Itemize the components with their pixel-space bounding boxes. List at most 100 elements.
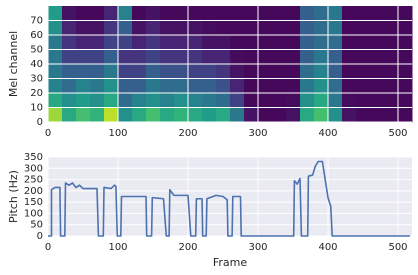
heatmap-cell <box>202 20 217 36</box>
heatmap-cell <box>104 49 119 65</box>
heatmap-cell <box>384 49 399 65</box>
heatmap-cell <box>230 78 245 94</box>
heatmap-cell <box>314 107 329 123</box>
heatmap-cell <box>300 6 315 21</box>
heatmap-cell <box>370 6 385 21</box>
x-tick-label: 200 <box>178 242 197 253</box>
heatmap-cell <box>398 64 413 79</box>
heatmap-cell <box>384 6 399 21</box>
heatmap-cell <box>104 20 119 36</box>
heatmap-cell <box>188 20 203 36</box>
heatmap-cell <box>48 93 63 108</box>
heatmap-cell <box>258 20 273 36</box>
heatmap-cell <box>300 49 315 65</box>
x-axis-label: Frame <box>213 256 248 269</box>
heatmap-cell <box>244 35 259 50</box>
heatmap-cell <box>272 6 287 21</box>
heatmap-cell <box>90 64 105 79</box>
heatmap-cell <box>328 35 343 50</box>
heatmap-cell <box>160 20 175 36</box>
heatmap-cell <box>90 35 105 50</box>
y-axis-label: Pitch (Hz) <box>7 170 20 223</box>
y-tick-label: 300 <box>24 163 43 174</box>
heatmap-cell <box>398 35 413 50</box>
x-tick-label: 300 <box>248 128 267 139</box>
heatmap-cell <box>244 93 259 108</box>
heatmap-cell <box>216 20 231 36</box>
heatmap-cell <box>76 35 91 50</box>
heatmap-cell <box>62 20 77 36</box>
heatmap-cell <box>272 35 287 50</box>
heatmap-cell <box>272 49 287 65</box>
y-tick-label: 60 <box>30 30 43 41</box>
heatmap-cell <box>258 49 273 65</box>
plot-area <box>48 157 412 236</box>
heatmap-cell <box>342 6 357 21</box>
y-tick-label: 50 <box>30 220 43 231</box>
heatmap-cell <box>314 64 329 79</box>
heatmap-cell <box>286 6 301 21</box>
y-tick-label: 100 <box>24 208 43 219</box>
heatmap-cell <box>258 6 273 21</box>
heatmap-cell <box>258 78 273 94</box>
heatmap-cell <box>90 78 105 94</box>
heatmap-cell <box>314 93 329 108</box>
heatmap-cell <box>48 35 63 50</box>
heatmap-cell <box>160 35 175 50</box>
heatmap-cell <box>146 78 161 94</box>
heatmap-cell <box>272 64 287 79</box>
y-tick-label: 0 <box>37 231 43 242</box>
heatmap-cell <box>342 78 357 94</box>
heatmap-cell <box>160 6 175 21</box>
heatmap-cell <box>202 78 217 94</box>
heatmap-cell <box>230 6 245 21</box>
heatmap-cell <box>356 49 371 65</box>
heatmap-cell <box>230 93 245 108</box>
heatmap-cell <box>202 35 217 50</box>
heatmap-cell <box>286 64 301 79</box>
x-tick-label: 300 <box>248 242 267 253</box>
heatmap-cell <box>398 20 413 36</box>
heatmap-cell <box>174 78 189 94</box>
heatmap-cell <box>286 78 301 94</box>
heatmap-cell <box>216 107 231 123</box>
x-tick-label: 0 <box>45 242 51 253</box>
heatmap-cell <box>258 107 273 123</box>
heatmap-cell <box>104 35 119 50</box>
heatmap-cell <box>230 64 245 79</box>
heatmap-cell <box>62 93 77 108</box>
heatmap-cell <box>188 49 203 65</box>
heatmap-cell <box>314 78 329 94</box>
heatmap-cell <box>244 107 259 123</box>
heatmap-cell <box>132 6 147 21</box>
heatmap-cell <box>48 49 63 65</box>
heatmap-cell <box>230 20 245 36</box>
heatmap-cell <box>342 49 357 65</box>
heatmap-cell <box>342 20 357 36</box>
heatmap-cell <box>258 64 273 79</box>
heatmap-cell <box>62 6 77 21</box>
x-tick-label: 100 <box>108 242 127 253</box>
heatmap-cell <box>188 93 203 108</box>
heatmap-cell <box>48 6 63 21</box>
heatmap-cell <box>286 93 301 108</box>
heatmap-cell <box>118 78 133 94</box>
heatmap-cell <box>244 49 259 65</box>
heatmap-cell <box>230 107 245 123</box>
heatmap-cell <box>258 93 273 108</box>
heatmap-cell <box>76 64 91 79</box>
heatmap-cell <box>188 107 203 123</box>
heatmap-cell <box>286 107 301 123</box>
heatmap-cell <box>76 78 91 94</box>
y-tick-label: 30 <box>30 74 43 85</box>
heatmap-cell <box>216 6 231 21</box>
y-tick-label: 10 <box>30 103 43 114</box>
heatmap-cell <box>160 93 175 108</box>
heatmap-cell <box>118 93 133 108</box>
heatmap-cell <box>398 49 413 65</box>
heatmap-cell <box>174 93 189 108</box>
heatmap-cell <box>48 20 63 36</box>
heatmap-cell <box>300 20 315 36</box>
heatmap-cell <box>398 6 413 21</box>
heatmap-cell <box>286 35 301 50</box>
